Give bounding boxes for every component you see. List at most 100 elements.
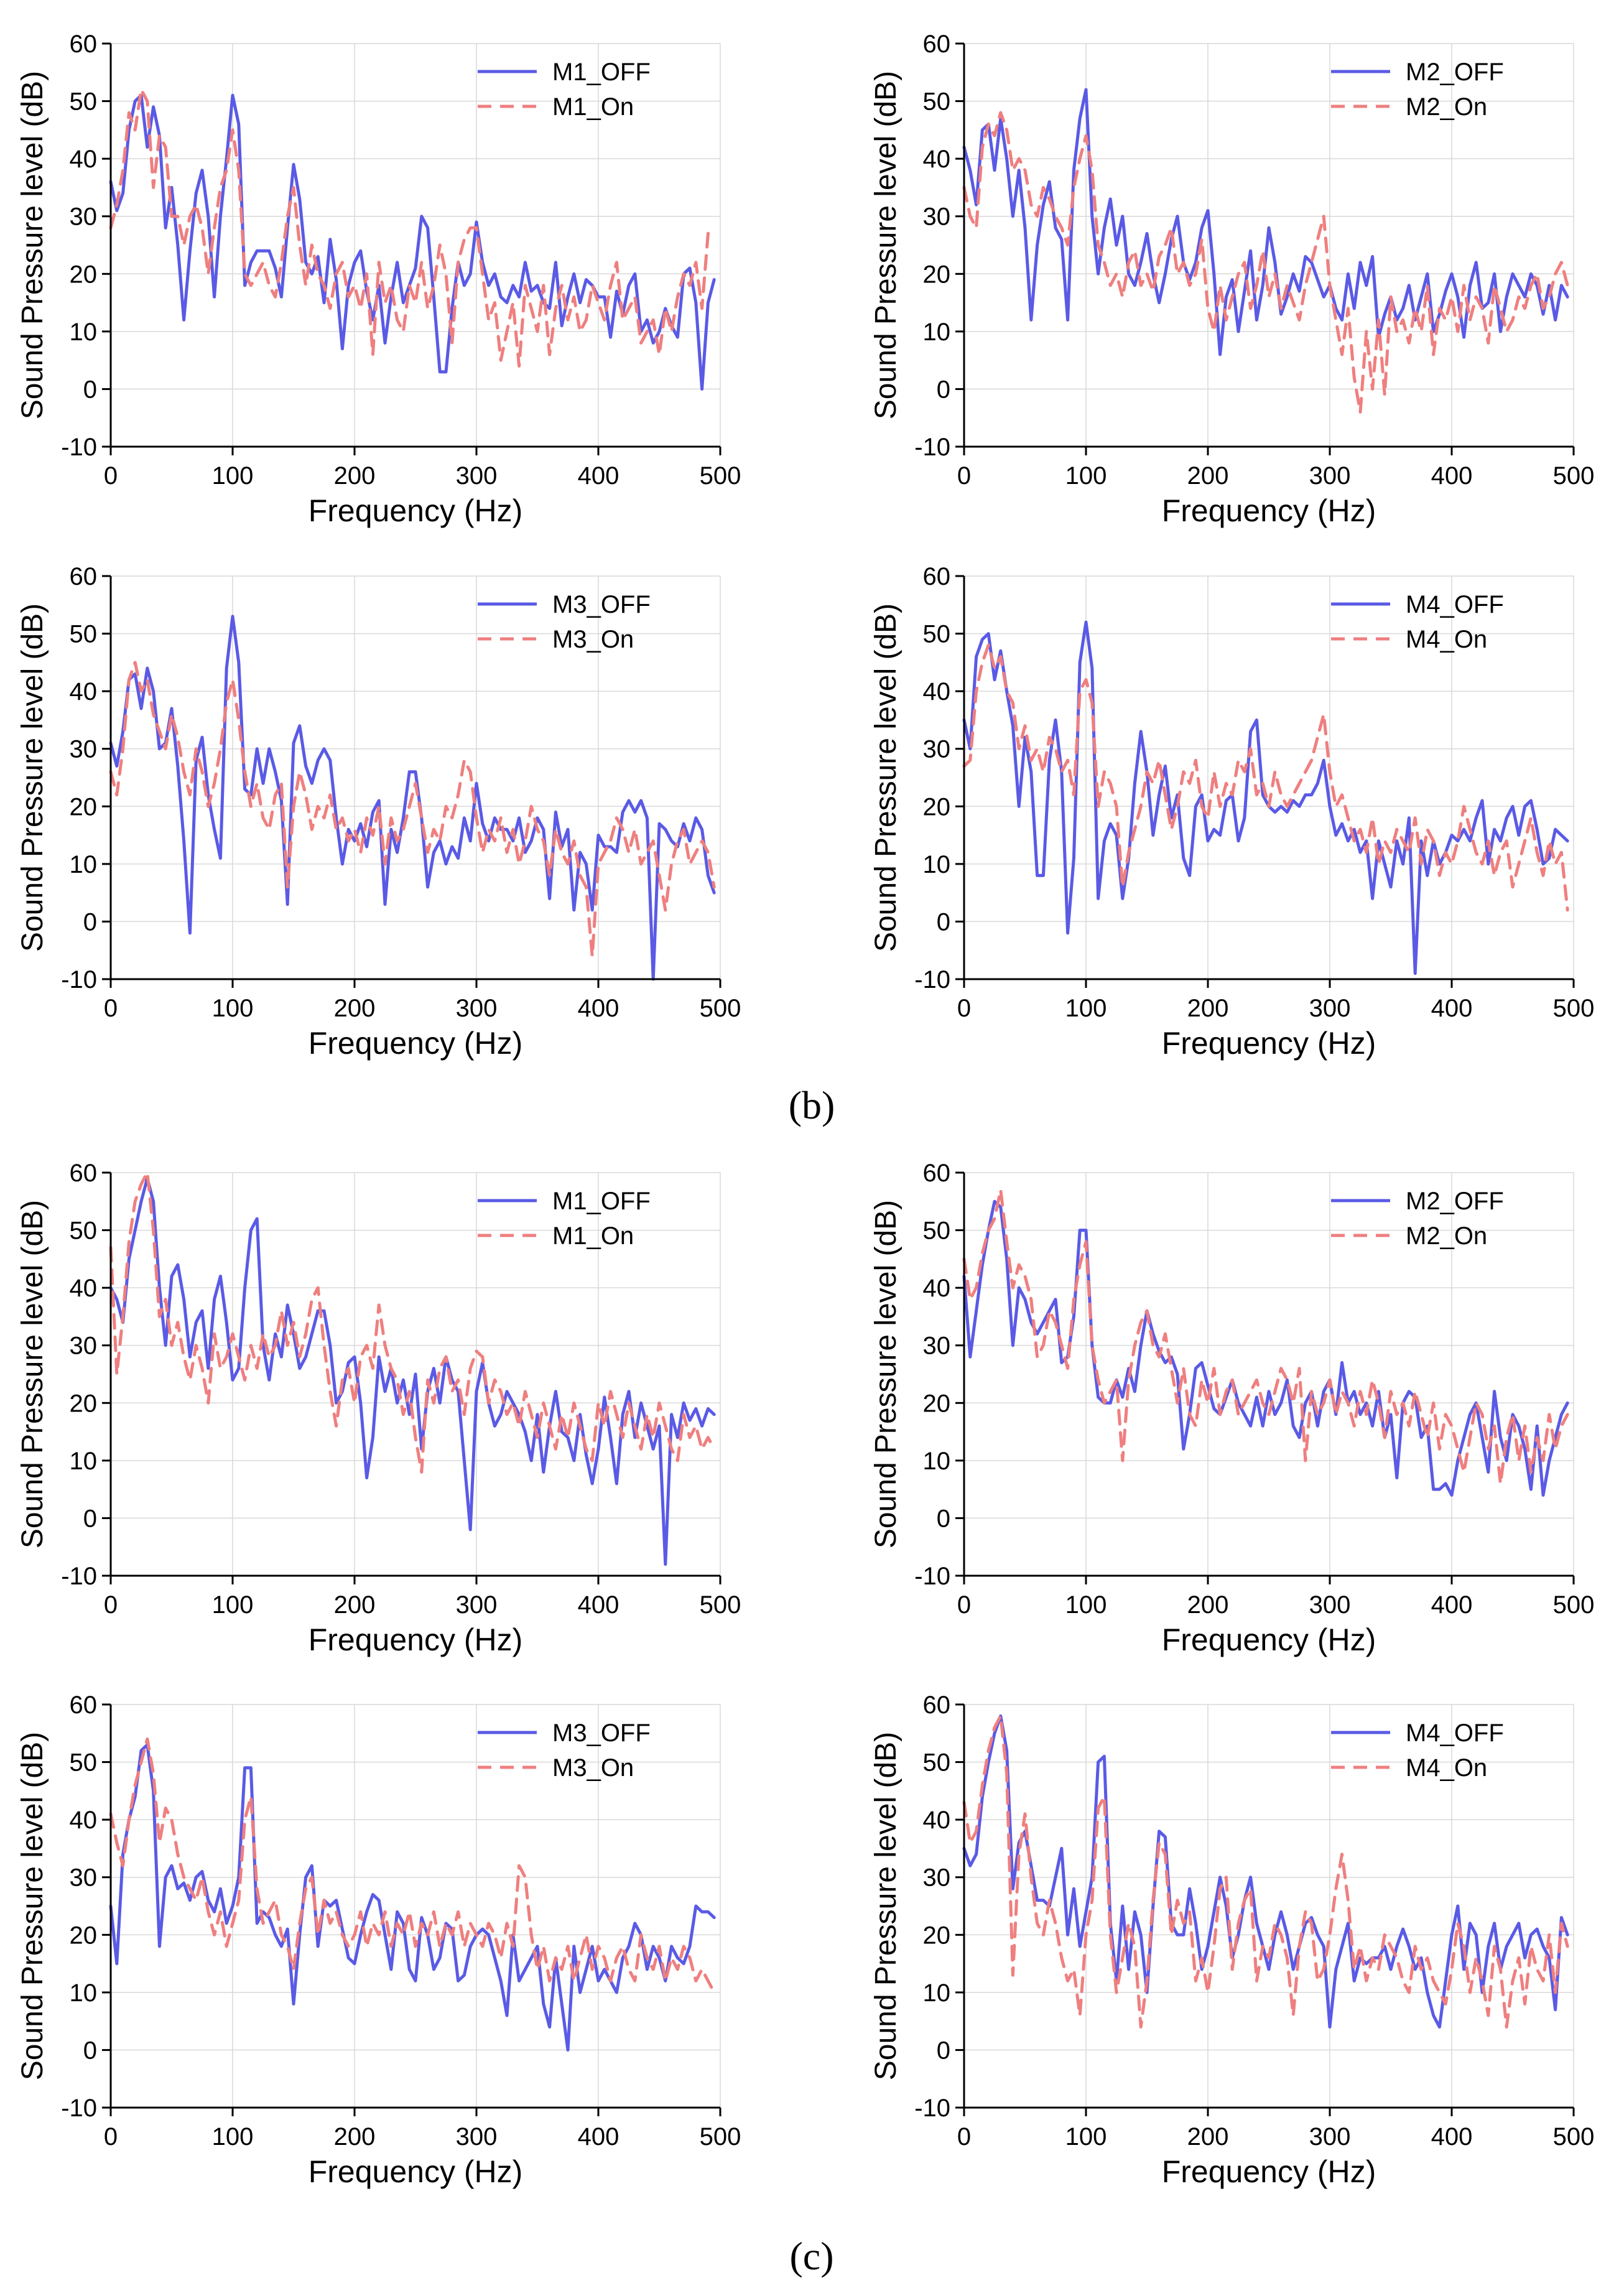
series-line-M3_OFF — [109, 1743, 716, 2052]
y-tick-label: 20 — [70, 1922, 98, 1949]
y-tick-label: -10 — [61, 434, 97, 461]
x-tick-label: 0 — [104, 462, 118, 490]
y-tick-label: -10 — [914, 966, 950, 993]
x-tick-label: 200 — [334, 995, 376, 1022]
x-tick-label: 200 — [1187, 462, 1229, 490]
legend-label-M2_On: M2_On — [1406, 93, 1487, 121]
y-tick-label: 40 — [923, 1807, 951, 1834]
x-tick-label: 400 — [578, 2123, 619, 2151]
x-tick-label: 0 — [957, 995, 971, 1022]
y-tick-label: 60 — [70, 563, 98, 590]
x-tick-label: 300 — [456, 2123, 498, 2151]
x-tick-label: 100 — [1065, 995, 1107, 1022]
x-tick-label: 300 — [1309, 2123, 1351, 2151]
x-tick-label: 300 — [1309, 995, 1351, 1022]
x-tick-label: 300 — [456, 995, 498, 1022]
chart-c-middle-left: 0 100 200 300 400 500 -10 0 10 20 30 40 50 60 Frequenc… — [16, 1160, 741, 1657]
x-tick-label: 0 — [957, 462, 971, 490]
legend-label-M2_OFF: M2_OFF — [1406, 1188, 1504, 1215]
x-axis-title: Frequency (Hz) — [1162, 1026, 1376, 1061]
y-tick-label: 60 — [70, 1691, 98, 1719]
y-tick-label: 0 — [937, 908, 950, 936]
y-tick-label: 30 — [923, 736, 951, 763]
y-axis-title: Sound Pressure level (dB) — [870, 1200, 902, 1548]
y-tick-label: 0 — [83, 2037, 97, 2064]
x-tick-label: 400 — [1431, 462, 1473, 490]
x-tick-label: 0 — [104, 2123, 118, 2151]
x-tick-label: 500 — [700, 462, 741, 490]
legend-label-M4_OFF: M4_OFF — [1406, 1719, 1504, 1747]
chart-c-bottom-right: 0 100 200 300 400 500 -10 0 10 20 30 40 50 60 Frequenc… — [870, 1691, 1594, 2189]
x-tick-label: 300 — [456, 462, 498, 490]
y-axis-title: Sound Pressure level (dB) — [16, 1732, 49, 2080]
y-tick-label: 20 — [923, 793, 951, 821]
y-tick-label: 20 — [923, 1390, 951, 1417]
x-tick-label: 200 — [1187, 1591, 1229, 1619]
y-tick-label: 30 — [923, 1332, 951, 1360]
y-axis-title: Sound Pressure level (dB) — [16, 71, 49, 419]
y-tick-label: 60 — [70, 1160, 98, 1187]
x-tick-label: 500 — [700, 1591, 741, 1619]
caption-c: (c) — [789, 2234, 834, 2278]
x-tick-label: 400 — [578, 995, 619, 1022]
y-tick-label: 0 — [937, 2037, 950, 2064]
x-tick-label: 100 — [212, 2123, 254, 2151]
x-tick-label: 400 — [1431, 2123, 1473, 2151]
y-tick-label: -10 — [914, 2095, 950, 2122]
y-tick-label: 40 — [70, 146, 98, 173]
y-tick-label: 50 — [70, 621, 98, 648]
y-tick-label: 60 — [923, 30, 951, 58]
x-tick-label: 300 — [456, 1591, 498, 1619]
y-tick-label: 0 — [83, 1505, 97, 1532]
y-tick-label: 0 — [937, 1505, 950, 1532]
series-line-M3_OFF — [109, 615, 716, 981]
x-tick-label: 500 — [700, 995, 741, 1022]
x-tick-label: 100 — [1065, 462, 1107, 490]
y-tick-label: 10 — [923, 851, 951, 878]
y-tick-label: 20 — [70, 1390, 98, 1417]
x-axis-title: Frequency (Hz) — [309, 1622, 523, 1657]
legend-label-M2_OFF: M2_OFF — [1406, 58, 1504, 86]
x-tick-label: 0 — [957, 2123, 971, 2151]
y-axis-title: Sound Pressure level (dB) — [870, 603, 902, 952]
y-tick-label: 30 — [70, 736, 98, 763]
chart-b-middle-left: 0 100 200 300 400 500 -10 0 10 20 30 40 50 60 Frequenc… — [16, 563, 741, 1061]
y-tick-label: 20 — [923, 261, 951, 288]
y-tick-label: 40 — [923, 1275, 951, 1302]
legend-label-M2_On: M2_On — [1406, 1222, 1487, 1250]
y-tick-label: 50 — [923, 621, 951, 648]
y-tick-label: 20 — [70, 261, 98, 288]
y-tick-label: 10 — [923, 319, 951, 346]
series-line-M3_On — [109, 1737, 716, 1994]
series-line-M2_OFF — [962, 88, 1569, 356]
y-tick-label: 50 — [923, 1749, 951, 1777]
y-tick-label: 10 — [70, 319, 98, 346]
y-tick-label: -10 — [61, 1563, 97, 1590]
x-axis-title: Frequency (Hz) — [309, 493, 523, 528]
x-axis-title: Frequency (Hz) — [1162, 1622, 1376, 1657]
y-tick-label: 40 — [70, 1275, 98, 1302]
y-tick-label: 10 — [70, 1979, 98, 2007]
y-tick-label: 50 — [923, 88, 951, 116]
legend-label-M1_OFF: M1_OFF — [552, 1188, 651, 1215]
y-tick-label: 40 — [923, 146, 951, 173]
series-line-M2_On — [962, 1188, 1569, 1486]
y-tick-label: -10 — [914, 434, 950, 461]
series-line-M4_OFF — [962, 620, 1569, 975]
y-tick-label: -10 — [61, 2095, 97, 2122]
chart-b-middle-right: 0 100 200 300 400 500 -10 0 10 20 30 40 50 60 Frequenc… — [870, 563, 1594, 1061]
series-line-M1_OFF — [109, 1176, 716, 1566]
y-tick-label: 10 — [70, 1448, 98, 1475]
y-tick-label: 30 — [70, 1332, 98, 1360]
x-tick-label: 300 — [1309, 1591, 1351, 1619]
series-line-M4_On — [962, 1714, 1569, 2029]
x-tick-label: 200 — [1187, 995, 1229, 1022]
y-tick-label: 50 — [70, 1749, 98, 1777]
x-tick-label: 200 — [334, 462, 376, 490]
legend-label-M4_On: M4_On — [1406, 1754, 1487, 1782]
x-tick-label: 500 — [1553, 1591, 1595, 1619]
x-tick-label: 0 — [104, 1591, 118, 1619]
y-tick-label: 40 — [70, 678, 98, 705]
x-axis-title: Frequency (Hz) — [309, 1026, 523, 1061]
legend-label-M3_OFF: M3_OFF — [552, 591, 651, 618]
